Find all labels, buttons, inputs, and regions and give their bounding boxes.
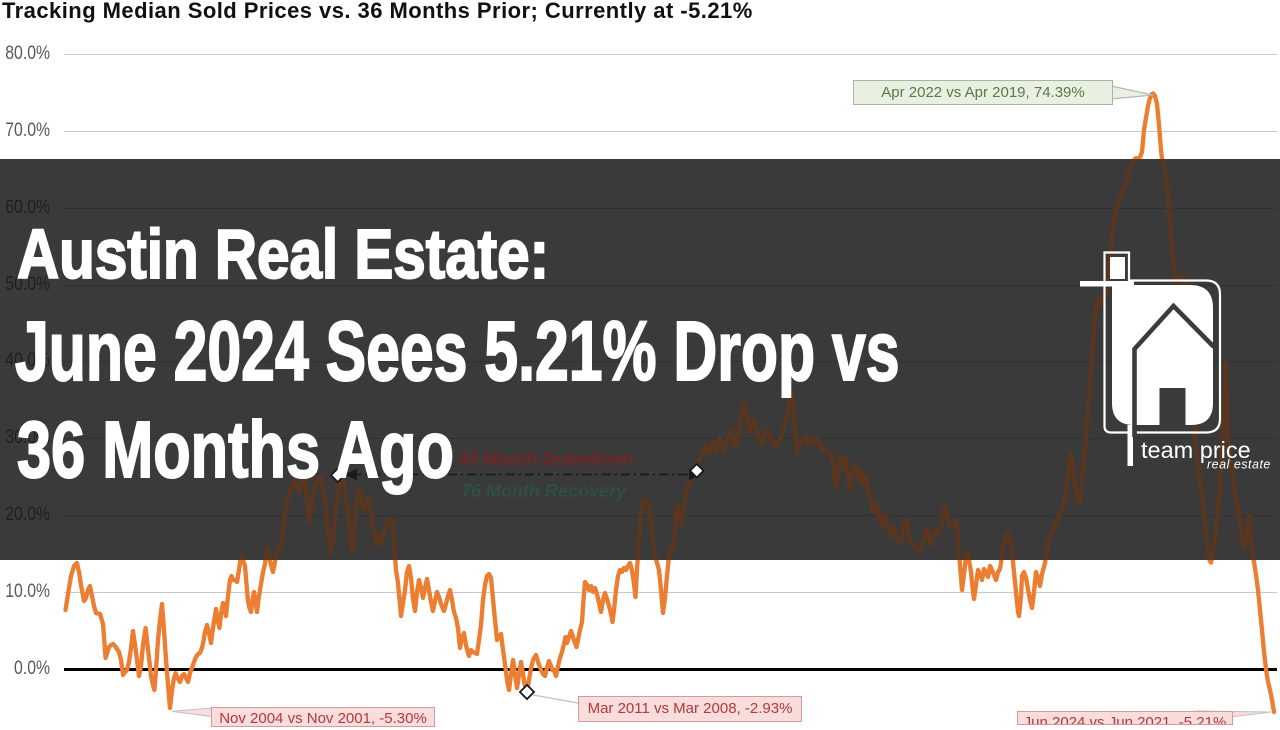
svg-text:team price: team price xyxy=(1141,437,1251,463)
svg-text:real estate: real estate xyxy=(1207,458,1271,472)
